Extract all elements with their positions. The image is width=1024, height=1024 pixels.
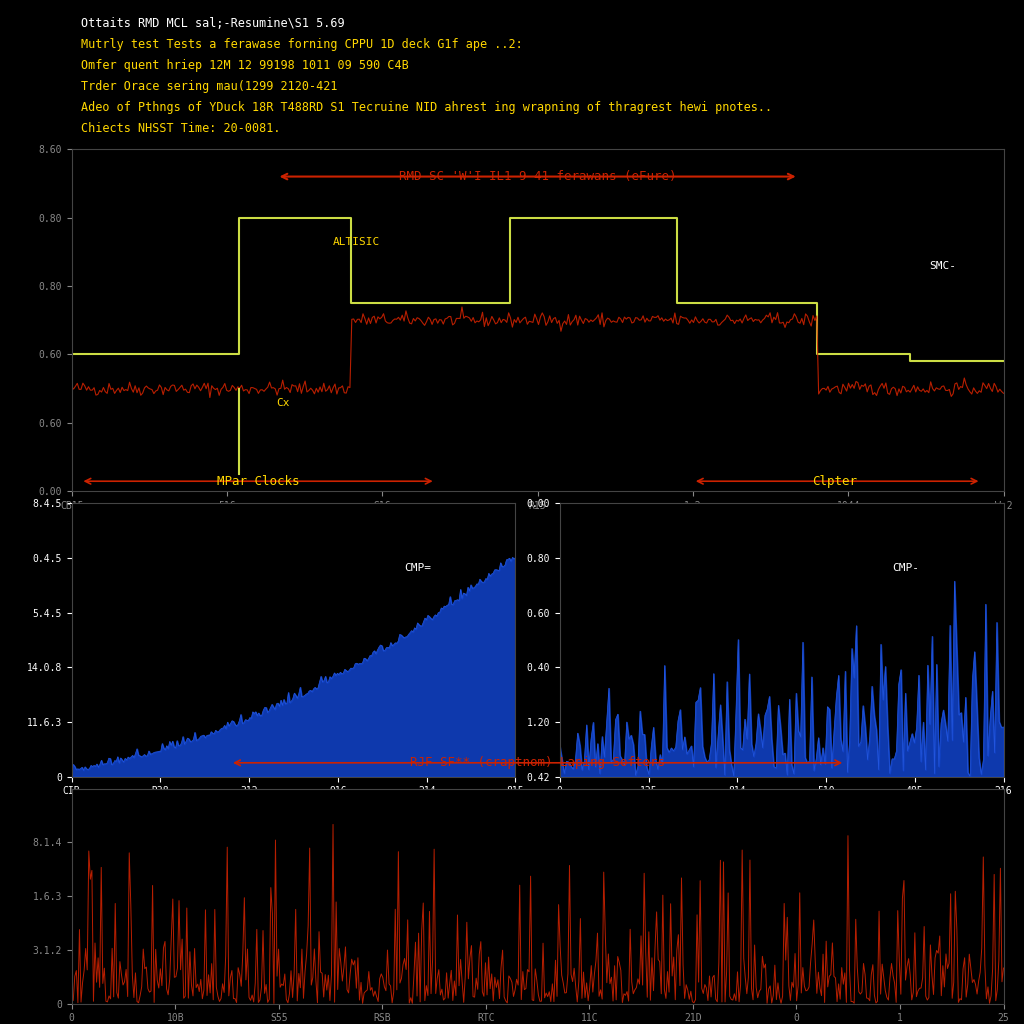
Text: Chiects NHSST Time: 20-0081.: Chiects NHSST Time: 20-0081. [81,123,281,135]
Text: ALTISIC: ALTISIC [333,237,380,247]
Text: RMD SC 'W'I IL1 9-41 ferawans (eFure): RMD SC 'W'I IL1 9-41 ferawans (eFure) [399,170,676,183]
Text: MPar Clocks: MPar Clocks [217,475,299,487]
Text: Mutrly test Tests a ferawase forning CPPU 1D deck G1f ape ..2:: Mutrly test Tests a ferawase forning CPP… [81,38,522,51]
Text: RJF SF** (craptnom) Laping Softers: RJF SF** (craptnom) Laping Softers [410,757,666,769]
Text: Cx: Cx [276,397,290,408]
Text: Ottaits RMD MCL sal;-Resumine\S1 5.69: Ottaits RMD MCL sal;-Resumine\S1 5.69 [81,16,345,30]
Text: Clpter: Clpter [812,475,857,487]
Text: Adeo of Pthngs of YDuck 18R T488RD S1 Tecruine NID ahrest ing wrapning of thragr: Adeo of Pthngs of YDuck 18R T488RD S1 Te… [81,101,772,115]
Text: CMP=: CMP= [404,563,431,573]
Text: Trder Orace sering mau(1299 2120-421: Trder Orace sering mau(1299 2120-421 [81,80,338,93]
Text: CMP-: CMP- [893,563,920,573]
Text: Omfer quent hriep 12M 12 99198 1011 09 590 C4B: Omfer quent hriep 12M 12 99198 1011 09 5… [81,59,409,72]
Text: SMC-: SMC- [929,261,956,271]
